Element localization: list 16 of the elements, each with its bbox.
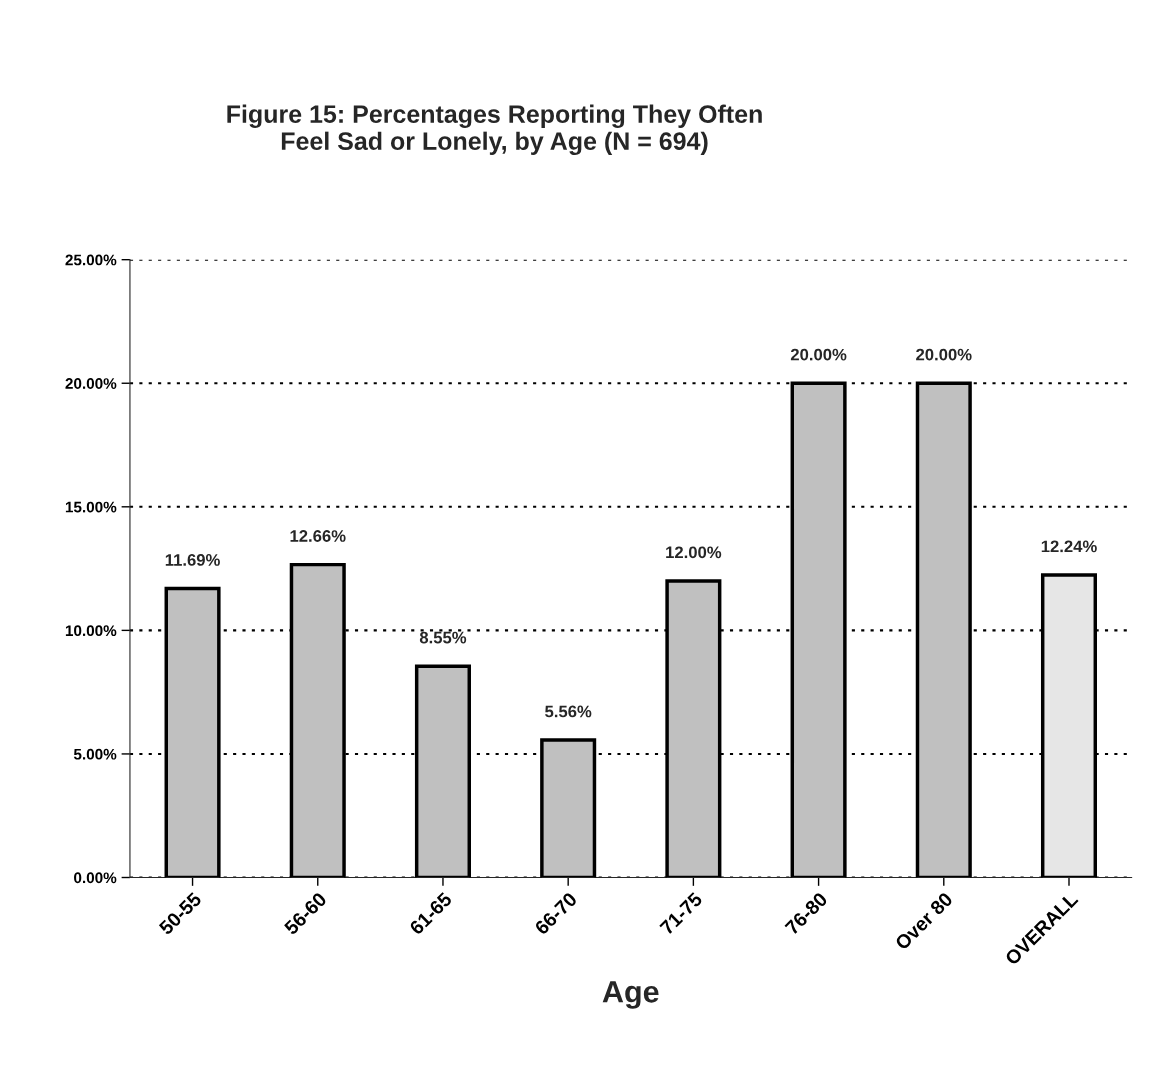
y-tick-label: 5.00% [73,748,117,760]
y-tick-label: 0.00% [74,872,117,884]
data-label: 8.55% [419,631,467,644]
y-tick-label: 15.00% [65,501,117,513]
y-tick-label: 20.00% [65,378,117,389]
y-tick-label: 25.00% [65,254,117,266]
chart-title: Figure 15: Percentages Reporting They Often Feel Sad or Lonely, by Age (N = 694) [227,104,762,156]
data-label: 5.56% [545,705,592,718]
data-label: 20.00% [916,348,972,361]
y-tick-label: 10.00% [65,625,117,637]
x-axis-title: Age [602,981,659,1009]
data-label: 12.00% [666,546,722,559]
data-label: 12.24% [1041,540,1097,553]
data-label: 11.69% [165,554,220,566]
data-label: 20.00% [790,348,847,361]
data-label: 12.66% [290,530,346,542]
